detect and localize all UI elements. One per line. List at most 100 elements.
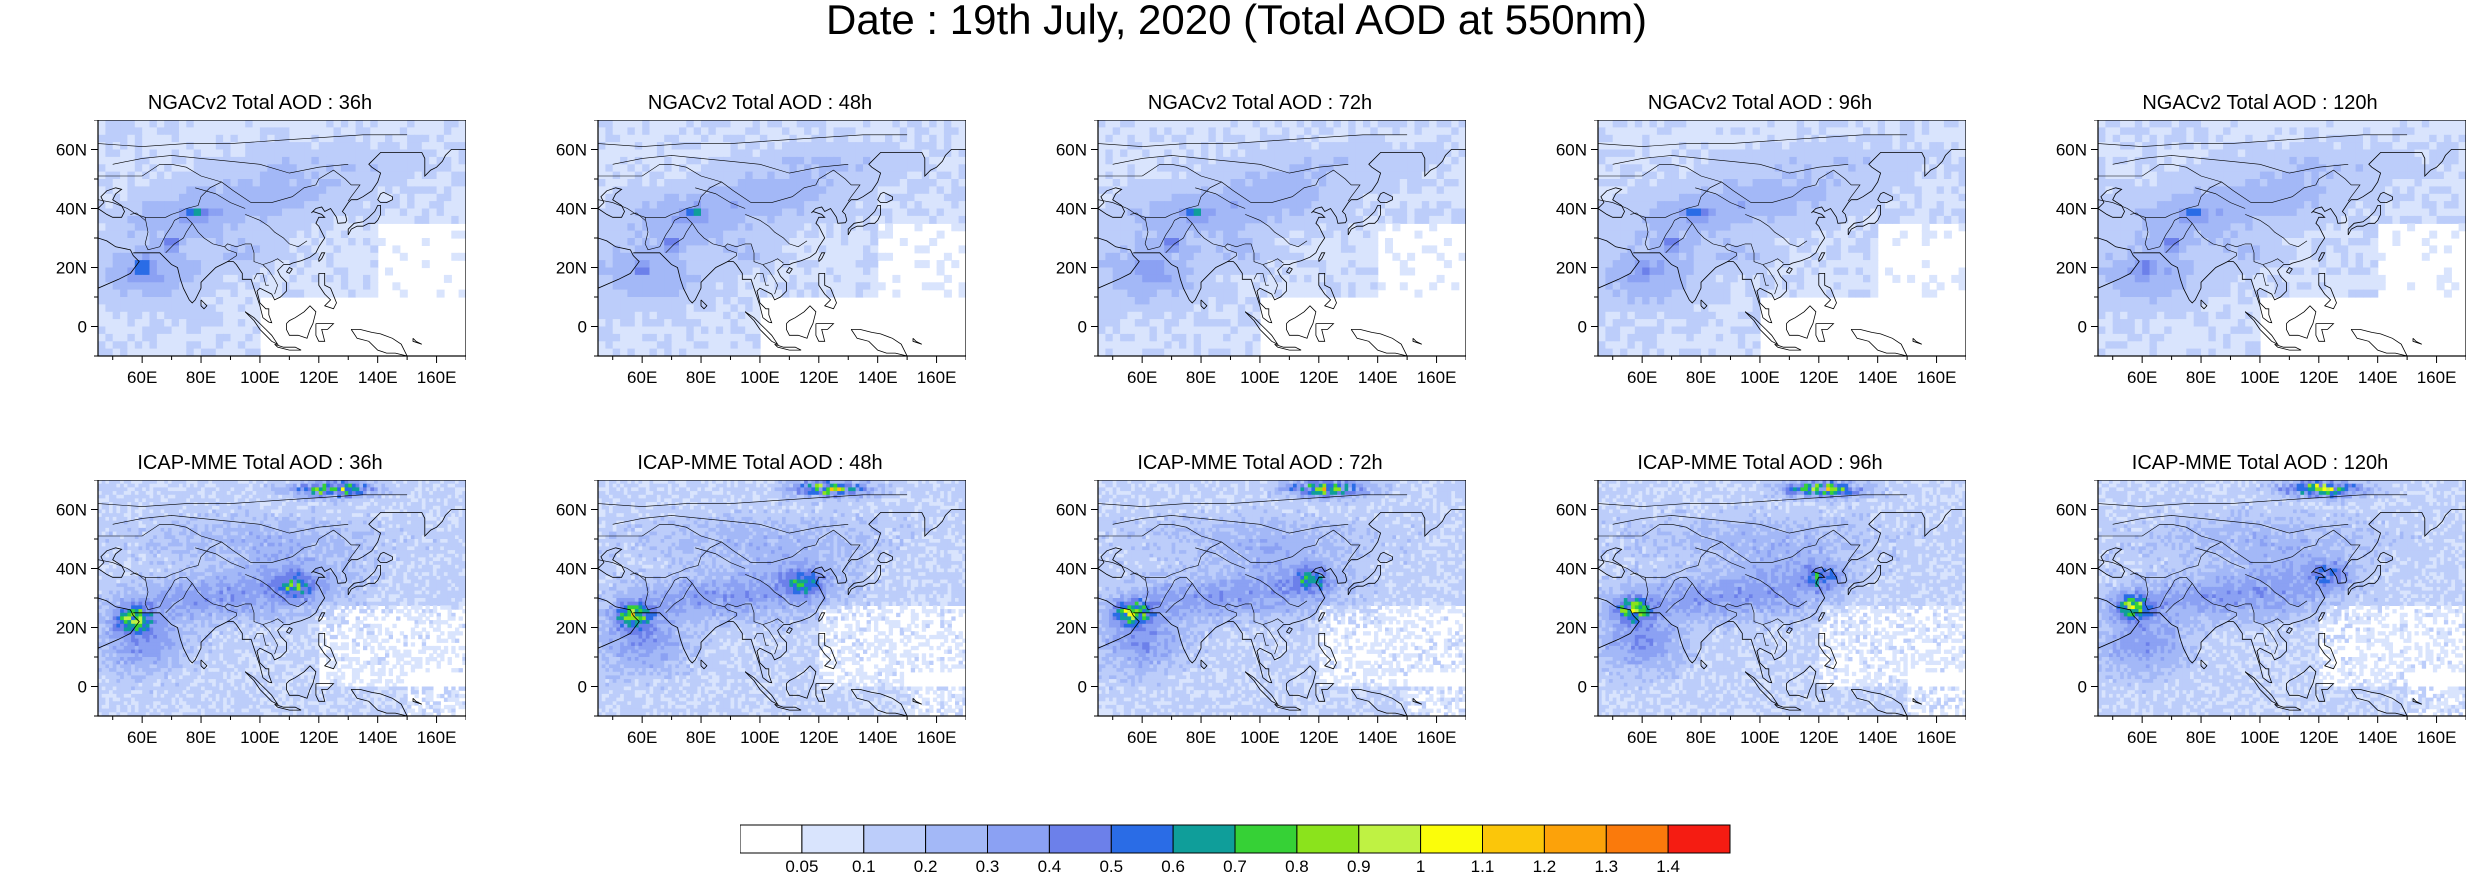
country-border: [2098, 163, 2222, 183]
coastline: [1818, 252, 1826, 262]
coastline: [98, 547, 125, 578]
coastline: [774, 343, 802, 351]
coastline: [1912, 338, 1922, 345]
country-border: [630, 212, 646, 221]
coastline: [2318, 612, 2326, 622]
panel-title: ICAP-MME Total AOD : 96h: [1550, 452, 1970, 474]
coastline: [1598, 237, 1640, 289]
country-border: [1245, 574, 1308, 608]
coastline: [744, 311, 779, 346]
country-border: [2262, 264, 2278, 295]
coastline: [315, 683, 335, 702]
country-border: [112, 155, 349, 174]
country-border: [724, 606, 737, 622]
aod-map: 60E 80E 100E 120E 140E 160E 60N 40N 20N 0: [1556, 480, 1966, 747]
lon-tick-label: 60E: [1127, 368, 1157, 387]
aod-field: [1098, 480, 1466, 716]
lat-tick-label: 0: [78, 678, 87, 697]
lat-tick-label: 40N: [56, 200, 87, 219]
panel-title: ICAP-MME Total AOD : 120h: [2050, 452, 2470, 474]
aod-field: [2098, 120, 2466, 356]
lat-tick-label: 0: [2078, 318, 2087, 337]
lon-tick-label: 60E: [2127, 368, 2157, 387]
colorbar-swatch: [1048, 824, 1112, 854]
coastline: [2318, 272, 2337, 310]
coastline: [1347, 565, 1382, 596]
coastline: [2098, 597, 2140, 649]
lat-tick-label: 40N: [2056, 560, 2087, 579]
lat-tick-label: 40N: [556, 560, 587, 579]
lon-tick-label: 60E: [627, 728, 657, 747]
country-border: [1612, 155, 1849, 174]
lon-tick-label: 60E: [2127, 728, 2157, 747]
panel-icap-mme-36h: ICAP-MME Total AOD : 36h 60E 80E 100E 120E 1…: [50, 452, 466, 752]
country-border: [1130, 572, 1146, 581]
lat-tick-label: 0: [1578, 318, 1587, 337]
coastline: [315, 323, 335, 342]
country-border: [98, 494, 408, 507]
country-border: [1112, 155, 1349, 174]
coastline: [1818, 632, 1837, 670]
country-border: [245, 214, 308, 248]
country-border: [2245, 574, 2308, 608]
coastline: [818, 612, 826, 622]
country-border: [1098, 523, 1222, 543]
country-border: [1598, 134, 1908, 147]
coastline: [2318, 632, 2337, 670]
coastline: [633, 149, 966, 324]
country-border: [695, 187, 746, 209]
coastline: [1285, 665, 1317, 699]
coastline: [1877, 551, 1893, 563]
coastline: [848, 715, 873, 716]
country-border: [1762, 624, 1778, 655]
coastline: [785, 305, 817, 339]
lat-tick-label: 20N: [1556, 259, 1587, 278]
country-border: [665, 583, 693, 614]
lon-tick-label: 100E: [240, 368, 280, 387]
aod-field: [2098, 480, 2466, 716]
coastline: [1850, 328, 1908, 356]
lon-tick-label: 100E: [1240, 368, 1280, 387]
coastline: [244, 311, 279, 346]
country-border: [2098, 494, 2408, 507]
country-border: [262, 624, 278, 655]
coastline: [1700, 659, 1708, 670]
colorbar-label: 0.05: [785, 857, 818, 874]
country-border: [1262, 624, 1278, 655]
lon-tick-label: 120E: [299, 368, 339, 387]
lat-tick-label: 40N: [1056, 560, 1087, 579]
coastline: [2098, 237, 2140, 289]
lon-tick-label: 80E: [686, 728, 716, 747]
country-border: [2262, 624, 2278, 655]
coastline: [1133, 509, 1466, 684]
colorbar-label: 1: [1416, 857, 1425, 874]
coastline: [877, 551, 893, 563]
coastline: [1318, 272, 1337, 310]
coastline: [2133, 509, 2466, 684]
lat-tick-label: 0: [2078, 678, 2087, 697]
coastline: [1318, 612, 1326, 622]
country-border: [644, 217, 784, 265]
colorbar-swatch: [1482, 824, 1545, 854]
aod-field: [1098, 120, 1466, 356]
lon-tick-label: 100E: [740, 368, 780, 387]
country-border: [598, 163, 722, 183]
lon-tick-label: 140E: [1858, 728, 1898, 747]
coastline: [2347, 565, 2382, 596]
aod-field: [98, 120, 466, 356]
aod-map: 60E 80E 100E 120E 140E 160E 60N 40N 20N 0: [2056, 120, 2466, 387]
coastline: [2286, 626, 2293, 634]
country-border: [762, 624, 778, 655]
country-border: [1224, 246, 1237, 262]
coastline: [744, 671, 779, 706]
country-border: [1612, 515, 1849, 534]
coastline: [1350, 688, 1408, 716]
lat-tick-label: 20N: [56, 259, 87, 278]
lon-tick-label: 80E: [186, 368, 216, 387]
coastline: [2377, 191, 2393, 203]
country-border: [695, 547, 746, 569]
coastline: [412, 338, 422, 345]
aod-map: 60E 80E 100E 120E 140E 160E 60N 40N 20N 0: [2056, 480, 2466, 747]
country-border: [2130, 212, 2146, 221]
country-border: [195, 547, 246, 569]
